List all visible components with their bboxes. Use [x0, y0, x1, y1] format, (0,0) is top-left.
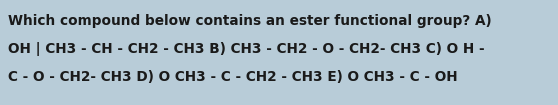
Text: C - O - CH2- CH3 D) O CH3 - C - CH2 - CH3 E) O CH3 - C - OH: C - O - CH2- CH3 D) O CH3 - C - CH2 - CH… [8, 70, 458, 84]
Text: OH | CH3 - CH - CH2 - CH3 B) CH3 - CH2 - O - CH2- CH3 C) O H -: OH | CH3 - CH - CH2 - CH3 B) CH3 - CH2 -… [8, 42, 485, 56]
Text: Which compound below contains an ester functional group? A): Which compound below contains an ester f… [8, 14, 492, 28]
